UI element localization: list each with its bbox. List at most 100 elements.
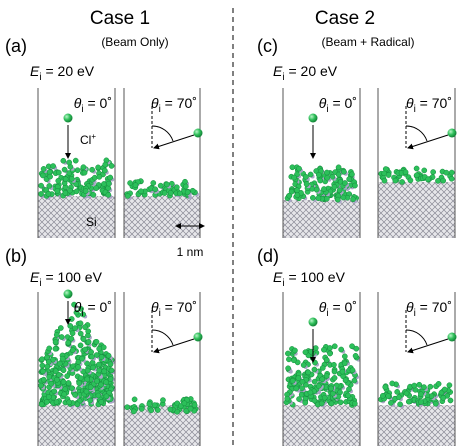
atom xyxy=(328,385,335,392)
atom xyxy=(74,401,81,408)
atom xyxy=(294,192,301,198)
atom xyxy=(315,172,322,178)
label: θi = 0˚ xyxy=(319,299,357,319)
text-part: i xyxy=(81,104,83,115)
atom xyxy=(160,397,166,403)
atom xyxy=(43,399,50,405)
text-part: θ xyxy=(319,299,327,315)
box xyxy=(123,292,201,446)
ion xyxy=(308,113,318,123)
atom xyxy=(74,167,81,174)
atom xyxy=(84,367,91,374)
atom xyxy=(289,377,296,384)
atom xyxy=(413,172,420,179)
atom xyxy=(321,186,327,192)
atom xyxy=(164,181,170,188)
atom xyxy=(69,347,76,353)
atom xyxy=(328,400,335,407)
atom xyxy=(418,399,424,405)
atom xyxy=(311,378,318,385)
atom xyxy=(302,349,309,356)
atom xyxy=(91,174,98,181)
label: Ei = 100 eV xyxy=(30,269,103,289)
atom xyxy=(443,169,450,176)
atom xyxy=(47,173,53,180)
atom xyxy=(321,394,328,401)
atom xyxy=(84,376,91,383)
atom xyxy=(441,386,448,393)
atom xyxy=(303,181,310,187)
atom xyxy=(351,377,358,384)
ion xyxy=(63,289,73,299)
atom xyxy=(290,357,297,364)
atom xyxy=(447,397,454,404)
atom xyxy=(46,374,53,380)
atom xyxy=(75,364,82,370)
atom xyxy=(349,171,355,178)
atom xyxy=(435,178,441,184)
substrate xyxy=(283,405,360,446)
atom xyxy=(54,376,60,383)
text-part: = 20 eV xyxy=(42,63,95,79)
atom xyxy=(89,166,95,173)
atom xyxy=(440,394,447,401)
atom xyxy=(124,193,131,199)
atom xyxy=(72,392,78,398)
atom xyxy=(68,316,75,322)
ion xyxy=(308,317,318,327)
atom xyxy=(416,381,423,388)
atom xyxy=(319,365,326,371)
atom xyxy=(45,190,52,197)
atom xyxy=(82,324,88,330)
label: Ei = 100 eV xyxy=(273,269,346,289)
atom xyxy=(342,180,348,186)
text-part: E xyxy=(273,269,283,285)
atom xyxy=(331,368,338,375)
substrate xyxy=(378,405,455,446)
atom xyxy=(69,385,75,392)
text-part: i xyxy=(159,308,161,319)
atom xyxy=(87,384,94,391)
text-part: i xyxy=(159,104,161,115)
atom xyxy=(327,345,333,351)
atom xyxy=(105,352,112,359)
atom xyxy=(294,187,300,194)
atom xyxy=(295,375,302,381)
substrate xyxy=(124,196,200,238)
atom xyxy=(167,190,174,196)
atom xyxy=(350,196,356,203)
atom xyxy=(435,381,442,387)
atom xyxy=(62,190,69,196)
atom xyxy=(38,182,44,189)
text-part: θ xyxy=(151,95,159,111)
atom xyxy=(352,352,359,359)
atom xyxy=(299,378,306,385)
substrate xyxy=(38,196,115,238)
scale-label: 1 nm xyxy=(177,245,204,259)
atom xyxy=(60,379,67,385)
atom xyxy=(146,401,153,407)
atom xyxy=(131,396,138,403)
atom xyxy=(69,330,76,337)
atom xyxy=(85,328,92,335)
text-part: θ xyxy=(406,299,414,315)
atom xyxy=(382,384,389,391)
atom xyxy=(77,330,84,337)
atom xyxy=(329,390,336,397)
atom xyxy=(187,405,194,412)
atom xyxy=(95,392,102,399)
atom xyxy=(308,348,314,355)
atom xyxy=(385,172,392,178)
atom xyxy=(389,380,396,387)
atom xyxy=(46,183,53,189)
atom xyxy=(311,397,318,404)
atom xyxy=(413,165,420,172)
atom xyxy=(176,190,183,197)
atom xyxy=(150,180,157,186)
text-part: i xyxy=(282,72,284,83)
label: θi = 70˚ xyxy=(406,95,452,115)
atom xyxy=(44,363,51,370)
atom xyxy=(50,163,56,169)
